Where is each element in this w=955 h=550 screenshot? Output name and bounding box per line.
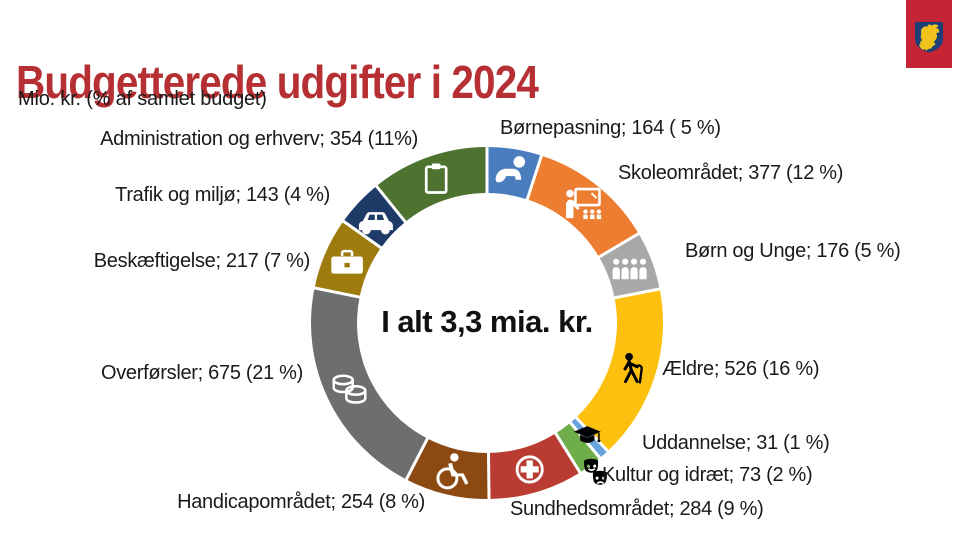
donut-slice-3	[576, 288, 664, 452]
slice-label-sundhedsomradet: Sundhedsområdet; 284 (9 %)	[510, 498, 764, 520]
medical-cross-icon	[515, 455, 544, 484]
slice-label-overforsler: Overførsler; 675 (21 %)	[100, 362, 303, 384]
donut-slice-11	[376, 147, 487, 222]
griffin-icon	[920, 24, 940, 51]
chart-units-subtitle: Mio. kr. (% af samlet budget)	[18, 88, 267, 110]
coat-of-arms-logo	[906, 0, 952, 68]
slice-label-skoleomradet: Skoleområdet; 377 (12 %)	[618, 162, 844, 184]
slice-label-aeldre: Ældre; 526 (16 %)	[662, 358, 820, 380]
griffin-claw	[919, 43, 926, 50]
segment-dividers	[313, 146, 661, 501]
slice-label-administration-og-erhverv: Administration og erhverv; 354 (11%)	[100, 128, 418, 150]
slice-label-bornepasning: Børnepasning; 164 ( 5 %)	[500, 117, 721, 139]
donut-slice-10	[343, 186, 406, 248]
donut-center-total: I alt 3,3 mia. kr.	[381, 304, 593, 339]
donut-slice-6	[488, 433, 580, 499]
slice-label-kultur-og-idraet: Kultur og idræt; 73 (2 %)	[602, 464, 813, 486]
page-title: Budgetterede udgifter i 2024	[16, 55, 539, 108]
slice-label-uddannelse: Uddannelse; 31 (1 %)	[642, 432, 830, 454]
slice-label-born-og-unge: Børn og Unge; 176 (5 %)	[685, 240, 901, 262]
slice-label-trafik-og-miljo: Trafik og miljø; 143 (4 %)	[115, 184, 330, 206]
slice-label-beskaeftigelse: Beskæftigelse; 217 (7 %)	[93, 250, 311, 272]
donut-slice-8	[311, 287, 428, 480]
slice-label-handicapomradet: Handicapområdet; 254 (8 %)	[177, 491, 425, 513]
